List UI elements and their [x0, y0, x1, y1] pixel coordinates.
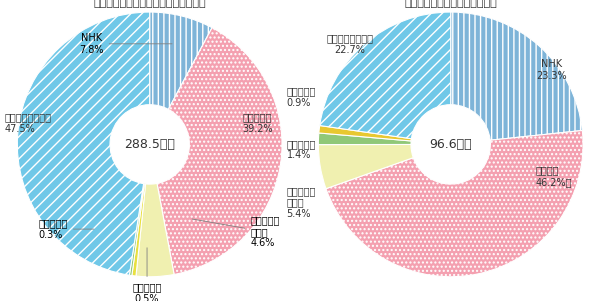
- Wedge shape: [326, 130, 583, 277]
- Text: 民放キー局
39.2%: 民放キー局 39.2%: [242, 112, 273, 134]
- Wedge shape: [319, 126, 411, 141]
- Wedge shape: [136, 183, 174, 277]
- Text: 288.5億円: 288.5億円: [124, 138, 175, 151]
- Text: NHK
7.8%: NHK 7.8%: [79, 33, 172, 54]
- Text: 96.6億円: 96.6億円: [430, 138, 472, 151]
- Text: 衛星放送局
0.9%: 衛星放送局 0.9%: [287, 86, 316, 107]
- Text: ローカル局
1.4%: ローカル局 1.4%: [287, 139, 316, 160]
- Text: 民放在阪準
キー局
4.6%: 民放在阪準 キー局 4.6%: [192, 215, 280, 248]
- Text: ローカル局
0.5%: ローカル局 0.5%: [132, 248, 162, 301]
- Text: 民放キー
46.2%局: 民放キー 46.2%局: [535, 165, 572, 187]
- Wedge shape: [129, 184, 145, 275]
- Wedge shape: [319, 133, 411, 144]
- Title: 番組放送権の輸出額（主体別）: 番組放送権の輸出額（主体別）: [404, 0, 497, 8]
- Text: NHK
23.3%: NHK 23.3%: [536, 60, 566, 81]
- Wedge shape: [157, 28, 282, 275]
- Wedge shape: [319, 144, 413, 189]
- Title: 放送コンテンツ海外輸出額（主体別）: 放送コンテンツ海外輸出額（主体別）: [93, 0, 206, 8]
- Text: 民放在阪準
キー局
5.4%: 民放在阪準 キー局 5.4%: [287, 186, 316, 219]
- Wedge shape: [320, 12, 451, 139]
- Wedge shape: [451, 12, 582, 140]
- Text: プロダクション等
47.5%: プロダクション等 47.5%: [4, 112, 51, 134]
- Wedge shape: [132, 184, 146, 276]
- Text: プロダクション等
22.7%: プロダクション等 22.7%: [327, 33, 373, 54]
- Wedge shape: [17, 12, 150, 275]
- Text: 衛星放送局
0.3%: 衛星放送局 0.3%: [38, 218, 94, 240]
- Wedge shape: [150, 12, 212, 109]
